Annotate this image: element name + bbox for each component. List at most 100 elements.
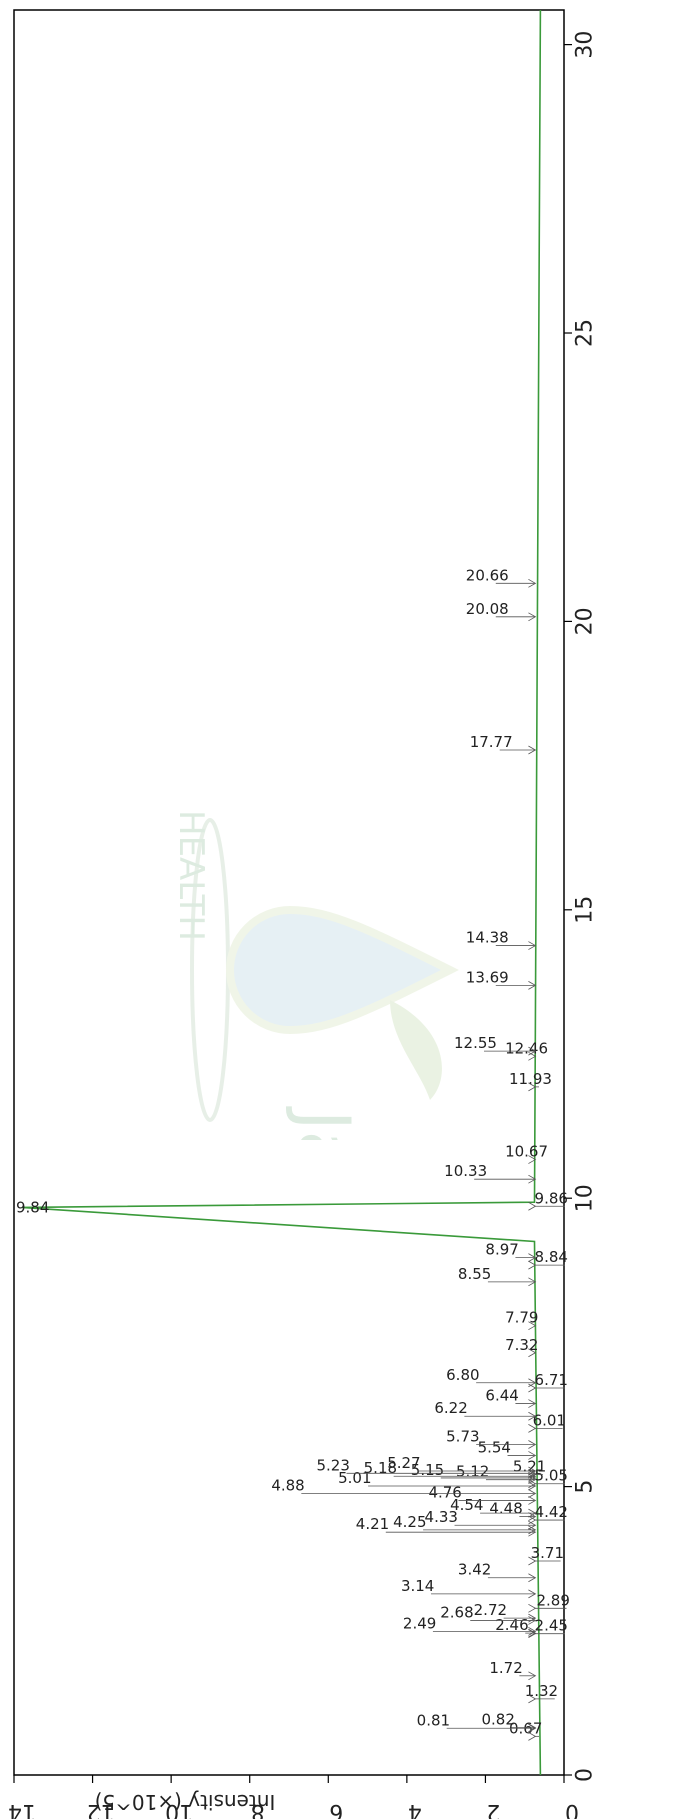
peak-label: 5.21 (513, 1457, 546, 1475)
peak-label: 0.82 (482, 1711, 515, 1729)
peak-arrow-head (528, 1723, 537, 1733)
rt-tick-label: 0 (573, 1768, 598, 1782)
peak-label: 4.42 (535, 1503, 568, 1521)
peak-label: 10.67 (505, 1143, 548, 1161)
rt-tick-label: 25 (573, 319, 598, 347)
peak-annotation: 3.42 (458, 1561, 537, 1583)
peak-label: 4.25 (393, 1513, 426, 1531)
peak-annotation: 2.46 (495, 1616, 537, 1638)
peak-label: 4.76 (428, 1483, 461, 1501)
peak-arrow-head (528, 1489, 537, 1498)
peak-arrow-head (528, 1277, 537, 1287)
peak-annotation: 5.27 (387, 1454, 537, 1476)
peak-annotation: 7.79 (505, 1309, 538, 1331)
peak-arrow-head (528, 1399, 537, 1408)
plot-border (13, 9, 565, 1776)
peak-arrow-head (528, 1155, 537, 1164)
peak-label: 1.72 (489, 1659, 522, 1677)
intensity-tick-label: 0 (565, 1799, 579, 1819)
peak-annotation: 2.45 (528, 1617, 568, 1639)
peak-label: 10.33 (444, 1162, 487, 1180)
plot-frame (13, 9, 565, 1776)
peak-annotation: 3.71 (528, 1544, 564, 1566)
peak-annotation: 4.48 (489, 1500, 537, 1521)
peak-label: 5.73 (446, 1427, 479, 1445)
peak-label: 3.42 (458, 1561, 491, 1579)
peak-label: 2.72 (474, 1601, 507, 1619)
chromatogram-trace (21, 9, 542, 1776)
rt-tick-label: 15 (573, 896, 598, 924)
peak-label: 5.27 (387, 1454, 420, 1472)
peak-arrow-head (528, 1423, 537, 1433)
peak-label: 11.93 (509, 1070, 552, 1088)
rt-tick-label: 10 (573, 1184, 598, 1212)
peak-arrow-head (528, 1082, 537, 1092)
peak-annotation: 4.88 (271, 1477, 537, 1498)
peak-annotation: 4.76 (428, 1483, 537, 1505)
peak-arrow-head (528, 1470, 537, 1479)
peak-arrow-head (528, 1671, 537, 1681)
peak-annotation: 9.84 (16, 1198, 49, 1216)
peak-annotation: 9.86 (528, 1189, 568, 1211)
peak-annotation: 7.32 (505, 1336, 538, 1358)
peak-annotation: 10.67 (505, 1143, 548, 1164)
peak-annotation: 5.73 (446, 1427, 537, 1449)
peak-label: 4.48 (489, 1500, 522, 1518)
peak-label: 7.79 (505, 1309, 538, 1327)
peak-arrow-head (528, 745, 537, 755)
peak-arrow-head (528, 578, 537, 588)
peak-annotation: 12.55 (454, 1034, 537, 1056)
peak-arrow-head (528, 1440, 537, 1449)
intensity-axis-label: Intensity (×10^5) (95, 1790, 276, 1814)
peak-label: 4.21 (356, 1515, 389, 1533)
peak-arrow-head (528, 1451, 537, 1460)
peak-arrow-head (528, 1512, 537, 1521)
peak-label: 5.15 (411, 1461, 444, 1479)
peak-arrow-head (528, 1556, 537, 1566)
peak-label: 8.97 (485, 1241, 518, 1259)
peak-arrow-head (528, 1589, 537, 1599)
intensity-axis-ticks: 0 2 4 6 8 10 12 14 (8, 1775, 579, 1819)
peak-label: 12.55 (454, 1034, 497, 1052)
peak-arrow-head (528, 1411, 537, 1421)
peak-label: 2.68 (440, 1603, 473, 1621)
peak-arrow-head (528, 1046, 537, 1056)
peak-annotation: 8.84 (528, 1248, 568, 1270)
peak-label: 5.18 (364, 1459, 397, 1477)
peak-arrow-head (528, 1466, 537, 1476)
peak-arrow-head (528, 1694, 537, 1704)
peak-annotation: 2.72 (474, 1601, 537, 1623)
peak-annotation: 1.72 (489, 1659, 537, 1681)
peak-annotation: 11.93 (509, 1070, 552, 1092)
peak-label: 20.08 (466, 600, 509, 618)
peak-label: 4.88 (271, 1477, 304, 1495)
peak-annotation: 5.23 (317, 1456, 537, 1478)
peak-arrow-head (528, 1603, 537, 1613)
peak-arrow-head (528, 981, 537, 990)
chromatogram-line (21, 9, 542, 1776)
peak-annotation: 3.14 (401, 1577, 537, 1599)
peak-label: 3.71 (531, 1544, 564, 1562)
peak-label: 1.32 (525, 1682, 558, 1700)
peak-label: 4.33 (425, 1508, 458, 1526)
peak-arrow-head (528, 1628, 537, 1638)
peak-arrow-head (528, 1508, 537, 1518)
peak-label: 8.55 (458, 1265, 491, 1283)
intensity-tick-label: 12 (87, 1799, 115, 1819)
peak-label: 12.46 (505, 1039, 548, 1057)
peak-arrow-head (528, 1515, 537, 1525)
peak-arrow-head (528, 1321, 537, 1331)
retention-time-axis-ticks: 0 5 10 15 20 25 30 (564, 31, 598, 1782)
peak-label: 0.81 (417, 1711, 450, 1729)
peak-annotation: 10.33 (444, 1162, 537, 1184)
rt-tick-label: 20 (573, 607, 598, 635)
peak-arrow-head (528, 1348, 537, 1358)
peak-arrow-head (528, 1174, 537, 1184)
peak-annotation: 6.71 (528, 1371, 568, 1393)
peak-annotation: 4.25 (393, 1513, 537, 1535)
intensity-tick-label: 2 (486, 1799, 500, 1819)
peak-arrow-head (528, 1573, 537, 1583)
peak-annotation: 13.69 (466, 968, 537, 990)
peak-arrow-head (528, 1525, 537, 1535)
